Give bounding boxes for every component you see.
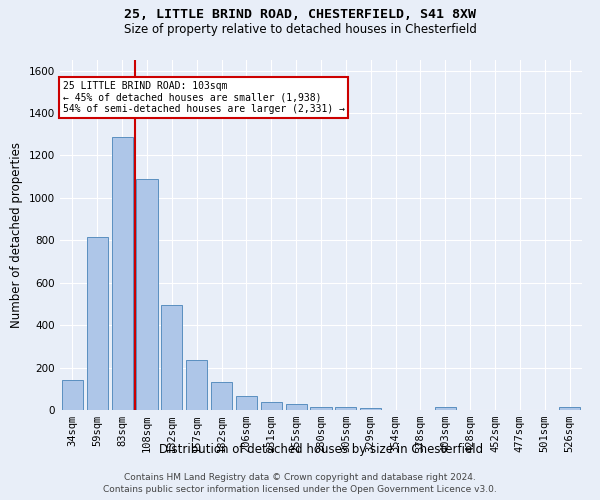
Bar xyxy=(211,382,232,410)
Y-axis label: Number of detached properties: Number of detached properties xyxy=(10,142,23,328)
Bar xyxy=(161,305,182,410)
Bar xyxy=(310,407,332,410)
Text: 25 LITTLE BRIND ROAD: 103sqm
← 45% of detached houses are smaller (1,938)
54% of: 25 LITTLE BRIND ROAD: 103sqm ← 45% of de… xyxy=(62,81,344,114)
Bar xyxy=(435,407,456,410)
Bar xyxy=(360,408,381,410)
Bar xyxy=(261,402,282,410)
Bar xyxy=(112,138,133,410)
Bar xyxy=(335,408,356,410)
Text: Size of property relative to detached houses in Chesterfield: Size of property relative to detached ho… xyxy=(124,22,476,36)
Bar xyxy=(87,237,108,410)
Bar xyxy=(236,396,257,410)
Bar xyxy=(136,179,158,410)
Bar xyxy=(186,360,207,410)
Bar xyxy=(559,407,580,410)
Bar xyxy=(62,380,83,410)
Text: Contains public sector information licensed under the Open Government Licence v3: Contains public sector information licen… xyxy=(103,485,497,494)
Text: Distribution of detached houses by size in Chesterfield: Distribution of detached houses by size … xyxy=(159,442,483,456)
Text: Contains HM Land Registry data © Crown copyright and database right 2024.: Contains HM Land Registry data © Crown c… xyxy=(124,472,476,482)
Text: 25, LITTLE BRIND ROAD, CHESTERFIELD, S41 8XW: 25, LITTLE BRIND ROAD, CHESTERFIELD, S41… xyxy=(124,8,476,20)
Bar xyxy=(286,404,307,410)
